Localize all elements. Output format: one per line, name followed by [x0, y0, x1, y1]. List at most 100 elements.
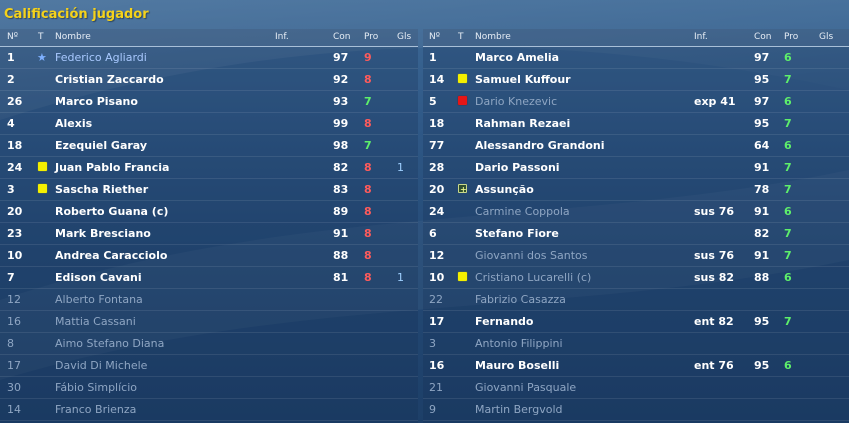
- player-number: 77: [429, 139, 445, 152]
- yellow-card-icon: [458, 272, 467, 281]
- player-name: Fabrizio Casazza: [475, 293, 566, 306]
- player-rating: 6: [784, 205, 792, 218]
- player-number: 16: [7, 315, 21, 328]
- col-header-gls[interactable]: Gls: [819, 32, 834, 42]
- player-row[interactable]: 16 Mattia Cassani: [0, 311, 418, 333]
- player-number: 14: [7, 403, 21, 416]
- player-row[interactable]: 24 Juan Pablo Francia 82 8 1: [0, 157, 418, 179]
- player-number: 4: [7, 117, 15, 130]
- col-header-t[interactable]: T: [458, 32, 464, 42]
- player-number: 17: [7, 359, 21, 372]
- player-row[interactable]: 7 Edison Cavani 81 8 1: [0, 267, 418, 289]
- player-row[interactable]: 16 Mauro Boselli ent 76 95 6: [423, 355, 849, 377]
- player-number: 28: [429, 161, 445, 174]
- player-row[interactable]: 9 Martin Bergvold: [423, 399, 849, 421]
- player-name: Alberto Fontana: [55, 293, 143, 306]
- player-row[interactable]: 14 Samuel Kuffour 95 7: [423, 69, 849, 91]
- player-row[interactable]: 23 Mark Bresciano 91 8: [0, 223, 418, 245]
- player-row[interactable]: 10 Cristiano Lucarelli (c) sus 82 88 6: [423, 267, 849, 289]
- player-row[interactable]: 18 Rahman Rezaei 95 7: [423, 113, 849, 135]
- player-name: Federico Agliardi: [55, 51, 147, 64]
- player-name: Andrea Caracciolo: [55, 249, 168, 262]
- player-row[interactable]: 30 Fábio Simplício: [0, 377, 418, 399]
- col-header-no[interactable]: Nº: [429, 32, 440, 42]
- player-number: 10: [429, 271, 445, 284]
- player-row[interactable]: 20 Assunção 78 7: [423, 179, 849, 201]
- player-number: 23: [7, 227, 23, 240]
- col-header-pro[interactable]: Pro: [364, 32, 379, 42]
- col-header-inf[interactable]: Inf.: [275, 32, 289, 42]
- player-name: Carmine Coppola: [475, 205, 570, 218]
- player-rating: 8: [364, 271, 372, 284]
- player-row[interactable]: 24 Carmine Coppola sus 76 91 6: [423, 201, 849, 223]
- player-info: sus 82: [694, 271, 735, 284]
- player-condition: 91: [754, 249, 770, 262]
- player-info: ent 82: [694, 315, 734, 328]
- player-number: 20: [429, 183, 445, 196]
- col-header-con[interactable]: Con: [754, 32, 772, 42]
- player-name: Marco Amelia: [475, 51, 560, 64]
- player-info: sus 76: [694, 205, 735, 218]
- player-name: Assunção: [475, 183, 534, 196]
- player-row[interactable]: 12 Alberto Fontana: [0, 289, 418, 311]
- player-row[interactable]: 4 Alexis 99 8: [0, 113, 418, 135]
- player-number: 14: [429, 73, 445, 86]
- player-row[interactable]: 5 Dario Knezevic exp 41 97 6: [423, 91, 849, 113]
- player-row[interactable]: 8 Aimo Stefano Diana: [0, 333, 418, 355]
- player-rating: 7: [784, 73, 792, 86]
- player-rating: 8: [364, 117, 372, 130]
- player-row[interactable]: 14 Franco Brienza: [0, 399, 418, 421]
- player-row[interactable]: 17 David Di Michele: [0, 355, 418, 377]
- player-row[interactable]: 20 Roberto Guana (c) 89 8: [0, 201, 418, 223]
- away-team-panel: Nº T Nombre Inf. Con Pro Gls 1 Marco Amel…: [423, 29, 849, 423]
- player-row[interactable]: 18 Ezequiel Garay 98 7: [0, 135, 418, 157]
- player-condition: 97: [754, 51, 770, 64]
- player-row[interactable]: 17 Fernando ent 82 95 7: [423, 311, 849, 333]
- table-header: Nº T Nombre Inf. Con Pro Gls: [423, 29, 849, 47]
- player-number: 5: [429, 95, 437, 108]
- yellow-card-icon: [458, 74, 467, 83]
- player-number: 18: [429, 117, 445, 130]
- player-name: Stefano Fiore: [475, 227, 559, 240]
- player-row[interactable]: 3 Antonio Filippini: [423, 333, 849, 355]
- col-header-t[interactable]: T: [38, 32, 44, 42]
- player-name: Alexis: [55, 117, 93, 130]
- player-row[interactable]: 22 Fabrizio Casazza: [423, 289, 849, 311]
- player-row[interactable]: 6 Stefano Fiore 82 7: [423, 223, 849, 245]
- player-row[interactable]: 10 Andrea Caracciolo 88 8: [0, 245, 418, 267]
- player-row[interactable]: 2 Cristian Zaccardo 92 8: [0, 69, 418, 91]
- player-name: Ezequiel Garay: [55, 139, 148, 152]
- player-row[interactable]: 21 Giovanni Pasquale: [423, 377, 849, 399]
- col-header-pro[interactable]: Pro: [784, 32, 799, 42]
- player-condition: 95: [754, 315, 770, 328]
- player-row[interactable]: 26 Marco Pisano 93 7: [0, 91, 418, 113]
- col-header-inf[interactable]: Inf.: [694, 32, 708, 42]
- player-rating: 7: [784, 161, 792, 174]
- col-header-con[interactable]: Con: [333, 32, 351, 42]
- player-condition: 99: [333, 117, 349, 130]
- player-number: 18: [7, 139, 23, 152]
- player-rating: 7: [784, 183, 792, 196]
- player-rating: 8: [364, 205, 372, 218]
- player-rating: 8: [364, 73, 372, 86]
- col-header-gls[interactable]: Gls: [397, 32, 412, 42]
- player-row[interactable]: 3 Sascha Riether 83 8: [0, 179, 418, 201]
- player-name: Mattia Cassani: [55, 315, 136, 328]
- player-rating: 7: [364, 139, 372, 152]
- player-condition: 97: [754, 95, 770, 108]
- player-name: Antonio Filippini: [475, 337, 563, 350]
- player-rating: 7: [784, 315, 792, 328]
- player-row[interactable]: 28 Dario Passoni 91 7: [423, 157, 849, 179]
- player-row[interactable]: 77 Alessandro Grandoni 64 6: [423, 135, 849, 157]
- col-header-name[interactable]: Nombre: [55, 32, 91, 42]
- player-condition: 89: [333, 205, 349, 218]
- player-rating: 7: [784, 227, 792, 240]
- player-condition: 97: [333, 51, 349, 64]
- player-number: 20: [7, 205, 23, 218]
- col-header-name[interactable]: Nombre: [475, 32, 511, 42]
- player-row[interactable]: 12 Giovanni dos Santos sus 76 91 7: [423, 245, 849, 267]
- col-header-no[interactable]: Nº: [7, 32, 18, 42]
- player-row[interactable]: 1 Marco Amelia 97 6: [423, 47, 849, 69]
- player-row[interactable]: 1 ★ Federico Agliardi 97 9: [0, 47, 418, 69]
- player-info: exp 41: [694, 95, 736, 108]
